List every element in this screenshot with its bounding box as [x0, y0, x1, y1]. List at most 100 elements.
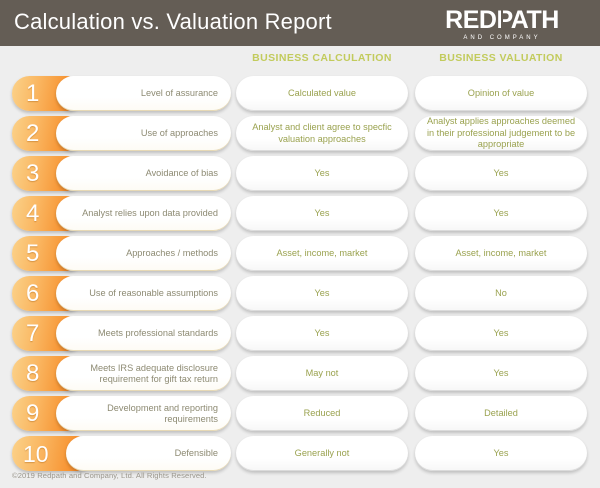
row-label-group: 10 Defensible [12, 436, 231, 471]
row-label-group: 3 Avoidance of bias [12, 156, 231, 191]
row-calculation-text: May not [305, 367, 339, 378]
row-label-text: Meets IRS adequate disclosure requiremen… [90, 362, 218, 384]
row-number-text: 5 [26, 240, 40, 267]
row-label-group: 1 Level of assurance [12, 76, 231, 111]
logo-divider-icon [500, 6, 503, 35]
row-number-text: 7 [26, 320, 40, 347]
row-calculation-pill: Yes [236, 276, 408, 311]
row-valuation-pill: Yes [415, 156, 587, 191]
column-header-business-calculation: BUSINESS CALCULATION [252, 52, 392, 64]
row-label-pill: Development and reporting requirements [56, 396, 231, 431]
row-label-text: Analyst relies upon data provided [82, 208, 218, 218]
row-calculation-pill: Reduced [236, 396, 408, 431]
row-label-text: Use of approaches [140, 128, 218, 138]
row-calculation-text: Reduced [303, 407, 341, 418]
row-valuation-text: Detailed [484, 407, 518, 418]
row-label-pill: Use of approaches [56, 116, 231, 151]
row-label-group: 8 Meets IRS adequate disclosure requireme… [12, 356, 231, 391]
row-calculation-pill: Calculated value [236, 76, 408, 111]
page-title: Calculation vs. Valuation Report [14, 9, 332, 34]
table-row: 6 Use of reasonable assumptions Yes No [0, 274, 600, 313]
row-valuation-text: Yes [493, 207, 509, 218]
row-calculation-pill: Asset, income, market [236, 236, 408, 271]
table-row: 9 Development and reporting requirements R… [0, 394, 600, 433]
row-valuation-pill: Yes [415, 316, 587, 351]
table-row: 4 Analyst relies upon data provided Yes Yes [0, 194, 600, 233]
row-valuation-pill: Yes [415, 356, 587, 391]
row-label-text: Meets professional standards [97, 328, 218, 338]
row-label-pill: Avoidance of bias [56, 156, 231, 191]
table-row: 3 Avoidance of bias Yes Yes [0, 154, 600, 193]
row-valuation-text: Analyst applies approaches deemed in the… [426, 116, 576, 150]
table-row: 1 Level of assurance Calculated value Opini… [0, 74, 600, 113]
row-label-text: Avoidance of bias [145, 168, 218, 178]
table-row: 10 Defensible Generally not Yes [0, 434, 600, 473]
row-number-text: 4 [26, 200, 40, 227]
table-row: 7 Meets professional standards Yes Yes [0, 314, 600, 353]
row-label-group: 4 Analyst relies upon data provided [12, 196, 231, 231]
row-valuation-text: Asset, income, market [455, 247, 547, 258]
row-valuation-pill: Yes [415, 196, 587, 231]
row-valuation-pill: Yes [415, 436, 587, 471]
row-number-text: 1 [26, 80, 40, 107]
row-calculation-text: Yes [314, 167, 330, 178]
row-label-pill: Analyst relies upon data provided [56, 196, 231, 231]
row-valuation-text: Yes [493, 167, 509, 178]
row-calculation-pill: May not [236, 356, 408, 391]
row-label-text: Level of assurance [140, 88, 218, 98]
row-number-text: 8 [26, 360, 40, 387]
row-label-group: 2 Use of approaches [12, 116, 231, 151]
row-valuation-text: No [495, 287, 507, 298]
column-headers: BUSINESS CALCULATION BUSINESS VALUATION [0, 52, 600, 70]
table-row: 8 Meets IRS adequate disclosure requireme… [0, 354, 600, 393]
row-label-text: Approaches / methods [126, 248, 218, 258]
row-valuation-text: Yes [493, 447, 509, 458]
row-valuation-text: Yes [493, 367, 509, 378]
row-label-pill: Use of reasonable assumptions [56, 276, 231, 311]
row-valuation-pill: Asset, income, market [415, 236, 587, 271]
row-calculation-text: Yes [314, 287, 330, 298]
row-label-text: Defensible [174, 448, 218, 458]
row-label-text: Use of reasonable assumptions [89, 288, 218, 298]
comparison-table: 1 Level of assurance Calculated value Opini… [0, 74, 600, 474]
header-bar: Calculation vs. Valuation Report REDPATH… [0, 0, 600, 46]
row-label-group: 7 Meets professional standards [12, 316, 231, 351]
row-label-pill: Approaches / methods [56, 236, 231, 271]
row-calculation-pill: Generally not [236, 436, 408, 471]
row-valuation-text: Opinion of value [467, 87, 535, 98]
row-calculation-text: Calculated value [288, 87, 356, 98]
row-label-pill: Level of assurance [56, 76, 231, 111]
row-label-group: 5 Approaches / methods [12, 236, 231, 271]
row-calculation-pill: Yes [236, 156, 408, 191]
row-label-pill: Meets IRS adequate disclosure requiremen… [56, 356, 231, 391]
row-calculation-text: Yes [314, 327, 330, 338]
row-calculation-text: Asset, income, market [276, 247, 368, 258]
row-number-text: 9 [26, 400, 40, 427]
row-calculation-text: Analyst and client agree to specfic valu… [252, 122, 392, 144]
row-calculation-pill: Yes [236, 196, 408, 231]
row-valuation-pill: Detailed [415, 396, 587, 431]
logo-wordmark: REDPATH [445, 6, 559, 35]
row-label-text: Development and reporting requirements [107, 402, 218, 424]
row-label-group: 9 Development and reporting requirements [12, 396, 231, 431]
row-calculation-text: Yes [314, 207, 330, 218]
row-number-text: 6 [26, 280, 40, 307]
row-valuation-pill: Opinion of value [415, 76, 587, 111]
column-header-business-valuation: BUSINESS VALUATION [439, 52, 563, 64]
row-number-text: 2 [26, 120, 40, 147]
row-valuation-text: Yes [493, 327, 509, 338]
row-label-pill: Meets professional standards [56, 316, 231, 351]
redpath-logo: REDPATH AND COMPANY [422, 6, 582, 42]
row-number-text: 10 [23, 441, 49, 467]
logo-tagline: AND COMPANY [463, 35, 541, 41]
row-calculation-pill: Analyst and client agree to specfic valu… [236, 116, 408, 151]
row-calculation-text: Generally not [294, 447, 350, 458]
row-valuation-pill: Analyst applies approaches deemed in the… [415, 116, 587, 151]
table-row: 2 Use of approaches Analyst and client agr… [0, 114, 600, 153]
row-calculation-pill: Yes [236, 316, 408, 351]
row-valuation-pill: No [415, 276, 587, 311]
table-row: 5 Approaches / methods Asset, income, mark… [0, 234, 600, 273]
row-label-pill: Defensible [66, 436, 231, 471]
row-number-text: 3 [26, 160, 40, 187]
row-label-group: 6 Use of reasonable assumptions [12, 276, 231, 311]
